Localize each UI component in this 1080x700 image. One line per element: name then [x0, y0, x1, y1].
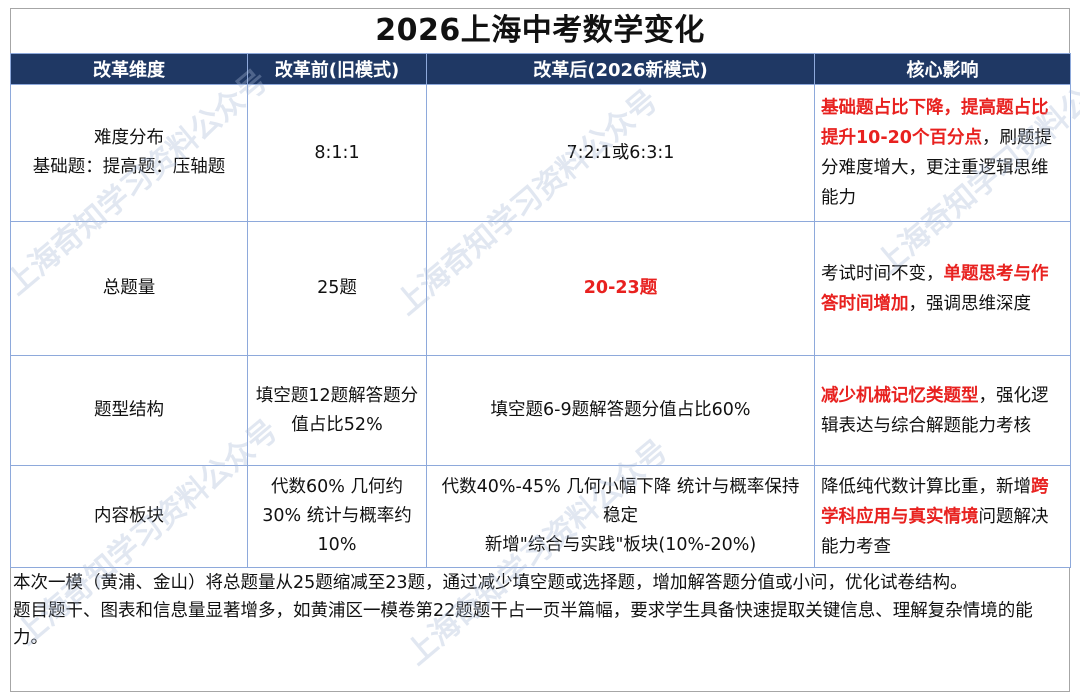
header-after: 改革后(2026新模式) [426, 53, 815, 85]
page-title: 2026上海中考数学变化 [10, 8, 1070, 53]
cell-before: 8:1:1 [247, 84, 427, 222]
cell-before: 25题 [247, 221, 427, 356]
after-line: 7:2:1或6:3:1 [566, 142, 675, 163]
cell-dimension: 难度分布基础题：提高题：压轴题 [10, 84, 248, 222]
dimension-line: 难度分布 [94, 128, 164, 148]
after-line: 新增"综合与实践"板块(10%-20%) [484, 535, 757, 555]
table-row: 难度分布 基础题：提高题：压轴题 8:1:1 7:2:1或6:3:1 基础题占比下降，提… [10, 84, 1071, 222]
cell-after: 代数40%-45% 几何小幅下降 统计与概率保持稳定新增"综合与实践"板块(10… [426, 465, 815, 568]
dimension-line: 内容板块 [94, 506, 164, 526]
cell-after: 20-23题 [426, 221, 815, 356]
impact-text: 降低纯代数计算比重，新增 [821, 476, 1031, 497]
cell-impact: 减少机械记忆类题型，强化逻辑表达与综合解题能力考核 [814, 355, 1071, 466]
cell-impact: 降低纯代数计算比重，新增跨学科应用与真实情境问题解决能力考查 [814, 465, 1071, 568]
impact-highlight: 减少机械记忆类题型 [821, 385, 979, 406]
cell-after: 填空题6-9题解答题分值占比60% [426, 355, 815, 466]
table-row: 内容板块 代数60% 几何约30% 统计与概率约10% 代数40%-45% 几何小幅… [10, 465, 1071, 568]
impact-highlight: 基础题占比下降，提高题占比提升10-20个百分点 [821, 98, 1049, 148]
cell-before: 填空题12题解答题分值占比52% [247, 355, 427, 466]
comparison-table: 改革维度 改革前(旧模式) 改革后(2026新模式) 核心影响 难度分布基础题：… [10, 53, 1071, 568]
cell-impact: 考试时间不变，单题思考与作答时间增加，强调思维深度 [814, 221, 1071, 356]
header-before: 改革前(旧模式) [247, 53, 427, 85]
table-row: 题型结构 填空题12题解答题分值占比52% 填空题6-9题解答题分值占比60% 减少机… [10, 355, 1071, 466]
cell-impact: 基础题占比下降，提高题占比提升10-20个百分点，刷题提分难度增大，更注重逻辑思… [814, 84, 1071, 222]
impact-text: ，刷题提分难度增大，更注重逻辑思维能力 [821, 128, 1052, 208]
cell-dimension: 总题量 [10, 221, 248, 356]
comparison-sheet: 2026上海中考数学变化 改革维度 改革前(旧模式) 改革后(2026新模式) … [0, 8, 1080, 694]
impact-text: ，强化逻辑表达与综合解题能力考核 [821, 385, 1049, 436]
note-paragraph: 题目题干、图表和信息量显著增多，如黄浦区一模卷第22题题干占一页半篇幅，要求学生… [13, 600, 1033, 649]
table-header-row: 改革维度 改革前(旧模式) 改革后(2026新模式) 核心影响 [10, 53, 1071, 85]
header-impact: 核心影响 [814, 53, 1071, 85]
after-line: 20-23题 [583, 278, 658, 298]
impact-text: 问题解决能力考查 [821, 506, 1049, 557]
after-line: 代数40%-45% 几何小幅下降 统计与概率保持稳定 [441, 477, 800, 526]
table-row: 总题量 25题 20-23题 考试时间不变，单题思考与作答时间增加，强调思维深度 [10, 221, 1071, 356]
cell-after: 7:2:1或6:3:1 [426, 84, 815, 222]
impact-text: 考试时间不变， [821, 263, 944, 284]
dimension-line: 题型结构 [94, 400, 164, 420]
dimension-line: 基础题：提高题：压轴题 [32, 157, 226, 177]
impact-text: ，强调思维深度 [908, 293, 1032, 314]
notes-section: 本次一模（黄浦、金山）将总题量从25题缩减至23题，通过减少填空题或选择题，增加… [10, 568, 1070, 692]
impact-highlight: 单题思考与作答时间增加 [821, 263, 1049, 314]
impact-highlight: 跨学科应用与真实情境 [821, 476, 1049, 527]
cell-dimension: 题型结构 [10, 355, 248, 466]
header-dimension: 改革维度 [10, 53, 248, 85]
after-line: 填空题6-9题解答题分值占比60% [490, 400, 751, 420]
cell-before: 代数60% 几何约30% 统计与概率约10% [247, 465, 427, 568]
note-paragraph: 本次一模（黄浦、金山）将总题量从25题缩减至23题，通过减少填空题或选择题，增加… [13, 573, 968, 593]
dimension-line: 总题量 [102, 278, 156, 298]
cell-dimension: 内容板块 [10, 465, 248, 568]
